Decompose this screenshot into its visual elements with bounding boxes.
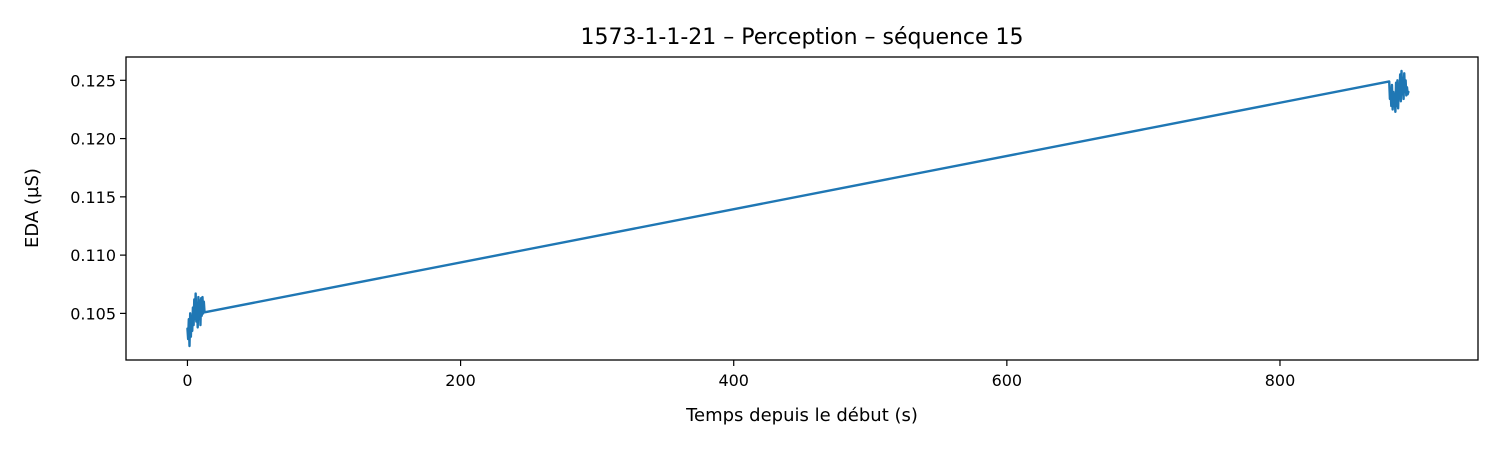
x-tick-label: 0 xyxy=(182,371,192,390)
series-line-0 xyxy=(186,69,1410,348)
x-tick-label: 600 xyxy=(992,371,1023,390)
series-layer xyxy=(186,69,1410,348)
x-tick-label: 400 xyxy=(718,371,749,390)
y-axis-label: EDA (µS) xyxy=(22,168,43,248)
x-tick-label: 200 xyxy=(445,371,476,390)
y-tick-label: 0.120 xyxy=(70,130,116,149)
x-tick-label: 800 xyxy=(1265,371,1296,390)
y-tick-label: 0.115 xyxy=(70,188,116,207)
plot-area xyxy=(125,56,1479,361)
y-tick-label: 0.125 xyxy=(70,71,116,90)
x-axis-label: Temps depuis le début (s) xyxy=(685,405,918,426)
plot-frame xyxy=(125,56,1479,361)
y-tick-label: 0.105 xyxy=(70,304,116,323)
y-axis: 0.105 0.110 0.115 0.120 0.125 xyxy=(70,71,126,323)
y-tick-label: 0.110 xyxy=(70,246,116,265)
chart-title: 1573-1-1-21 – Perception – séquence 15 xyxy=(580,25,1023,50)
x-axis: 0 200 400 600 800 xyxy=(182,360,1295,390)
